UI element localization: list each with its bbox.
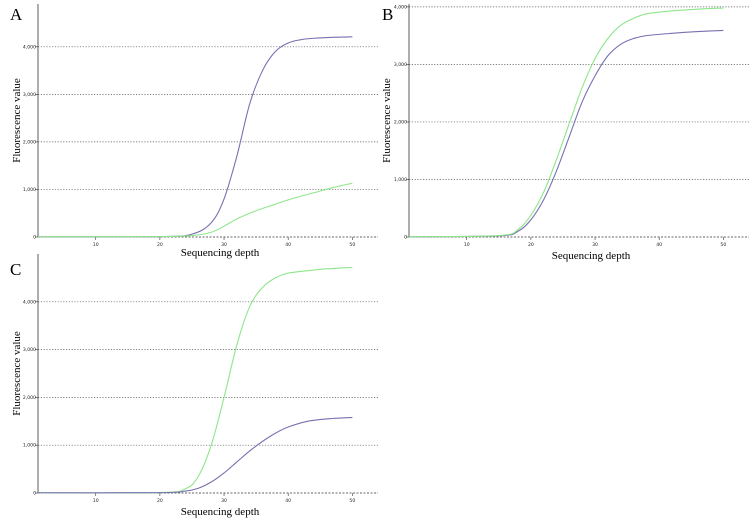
y-tick-label: 4,000 xyxy=(394,4,407,10)
series-line-green xyxy=(37,182,353,238)
x-tick-label: 40 xyxy=(285,242,291,248)
y-tick-label: 4,000 xyxy=(23,44,36,50)
x-tick-label: 20 xyxy=(528,242,534,248)
panel-b: B 0 1,000 2,000 3,000 4,000 10 20 30 40 50 Sequenci… xyxy=(381,4,749,262)
y-tick-label: 0 xyxy=(33,491,36,497)
x-tick-label: 10 xyxy=(93,242,99,248)
y-axis-title: Fluorescence value xyxy=(381,78,393,163)
x-tick-label: 30 xyxy=(592,242,598,248)
y-tick-label: 2,000 xyxy=(23,139,36,145)
y-tick-label: 3,000 xyxy=(394,62,407,68)
x-tick-label: 20 xyxy=(157,498,163,504)
x-tick-label: 20 xyxy=(157,242,163,248)
y-tick-label: 1,000 xyxy=(23,187,36,193)
y-tick-label: 3,000 xyxy=(23,347,36,353)
y-tick-label: 4,000 xyxy=(23,299,36,305)
y-axis-title: Fluorescence value xyxy=(11,331,23,416)
series-line-green xyxy=(37,266,353,494)
y-tick-label: 0 xyxy=(33,235,36,241)
series-line-green xyxy=(408,7,724,238)
panel-label: B xyxy=(382,5,393,24)
x-tick-label: 30 xyxy=(221,242,227,248)
series-line-blue xyxy=(37,416,353,494)
y-tick-label: 0 xyxy=(404,235,407,241)
x-tick-label: 10 xyxy=(464,242,470,248)
x-tick-label: 50 xyxy=(720,242,726,248)
y-tick-label: 1,000 xyxy=(394,177,407,183)
panel-a: A 0 1,000 2,000 3,000 4,000 10 20 30 40 50 Sequenci… xyxy=(10,4,378,259)
x-axis-title: Sequencing depth xyxy=(181,247,260,259)
y-axis-title: Fluorescence value xyxy=(11,78,23,163)
x-tick-label: 40 xyxy=(285,498,291,504)
x-tick-label: 30 xyxy=(221,498,227,504)
x-tick-label: 50 xyxy=(349,242,355,248)
y-tick-label: 2,000 xyxy=(394,119,407,125)
x-tick-label: 40 xyxy=(656,242,662,248)
series-line-blue xyxy=(37,36,353,238)
panel-label: C xyxy=(10,260,21,279)
series-line-blue xyxy=(408,29,724,238)
x-tick-label: 10 xyxy=(93,498,99,504)
y-tick-label: 2,000 xyxy=(23,395,36,401)
panel-label: A xyxy=(10,5,23,24)
x-axis-title: Sequencing depth xyxy=(552,250,631,262)
panel-c: C 0 1,000 2,000 3,000 4,000 10 20 30 40 50 Sequenci… xyxy=(10,254,378,518)
x-axis-title: Sequencing depth xyxy=(181,506,260,518)
x-tick-label: 50 xyxy=(349,498,355,504)
y-tick-label: 3,000 xyxy=(23,92,36,98)
y-tick-label: 1,000 xyxy=(23,443,36,449)
